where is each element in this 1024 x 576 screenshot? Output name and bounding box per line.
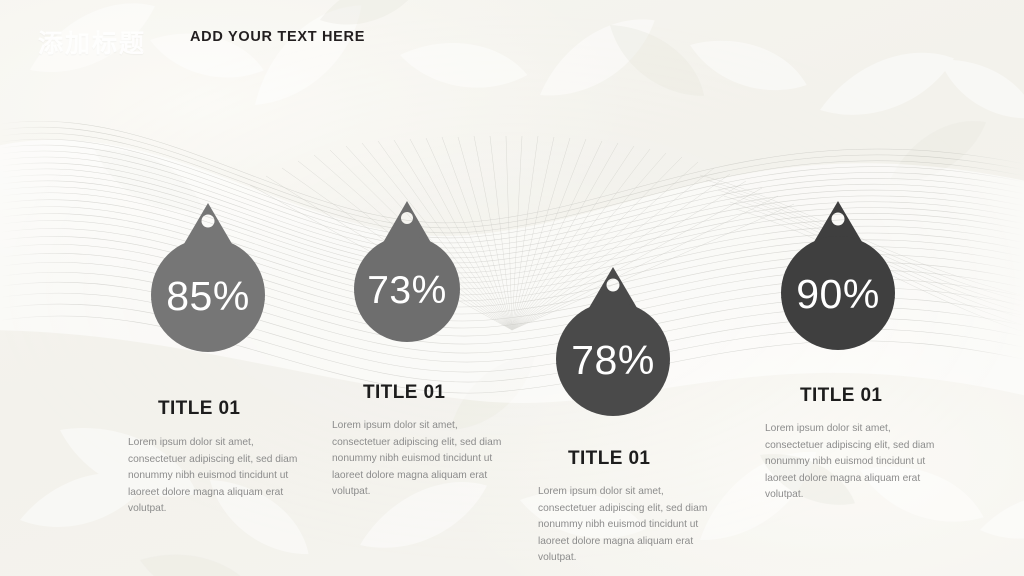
item-title-1: TITLE 01	[158, 398, 241, 419]
pin-shape-icon	[354, 201, 460, 342]
item-body-1: Lorem ipsum dolor sit amet, consectetuer…	[128, 437, 298, 515]
item-body-3: Lorem ipsum dolor sit amet, consectetuer…	[538, 486, 708, 564]
item-title-4: TITLE 01	[800, 385, 883, 406]
pin-shape-icon	[556, 267, 670, 416]
watermark-title: 添加标题	[38, 30, 147, 58]
pin-marker-1[interactable]: 85%	[143, 200, 273, 375]
pin-marker-4[interactable]: 90%	[773, 198, 903, 373]
item-body-4: Lorem ipsum dolor sit amet, consectetuer…	[765, 423, 935, 501]
pin-marker-2[interactable]: 73%	[347, 198, 467, 363]
item-body-2: Lorem ipsum dolor sit amet, consectetuer…	[332, 420, 502, 498]
item-title-3: TITLE 01	[568, 448, 651, 469]
page-title: ADD YOUR TEXT HERE	[190, 29, 366, 45]
pin-marker-3[interactable]: 78%	[548, 264, 678, 436]
item-title-2: TITLE 01	[363, 382, 446, 403]
pin-shape-icon	[781, 201, 895, 350]
pin-shape-icon	[151, 203, 265, 352]
